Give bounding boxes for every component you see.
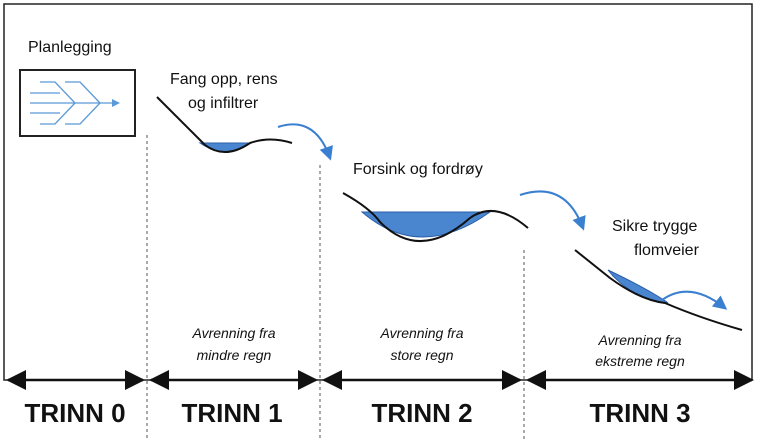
runoff-text: Avrenning fra [597,332,681,348]
action-text: Fang opp, rens [170,71,278,88]
flow-arrow [277,123,333,161]
runoff-text: Avrenning fra [191,325,275,341]
water [607,269,669,304]
water [360,211,492,238]
flow-arrow [519,190,586,231]
action-text: og infiltrer [188,95,259,112]
stage-label: TRINN 2 [371,398,472,428]
runoff-text: store regn [390,347,453,363]
action-text: flomveier [634,242,700,259]
action-text: Forsink og fordrøy [353,161,483,178]
runoff-text: ekstreme regn [595,353,685,369]
runoff-text: Avrenning fra [379,325,463,341]
flow-arrow [661,290,728,310]
planning-icon [19,69,136,137]
terrain [156,96,293,153]
runoff-text: mindre regn [197,347,272,363]
stage-label: TRINN 0 [24,398,125,428]
stage-label: TRINN 1 [181,398,282,428]
terrain [342,192,529,243]
action-text: Planlegging [28,39,112,56]
stage-label: TRINN 3 [589,398,690,428]
terrain [574,249,743,331]
frame [3,3,753,381]
action-text: Sikre trygge [612,218,697,235]
